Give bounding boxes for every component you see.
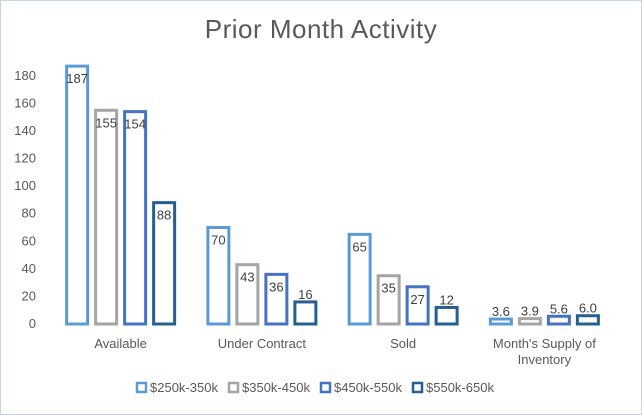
data-label: 155 bbox=[95, 115, 117, 130]
category-label: Available bbox=[94, 336, 147, 351]
y-tick-label: 40 bbox=[22, 261, 36, 276]
data-label: 6.0 bbox=[579, 301, 597, 316]
bar bbox=[264, 272, 289, 326]
data-label: 27 bbox=[410, 292, 424, 307]
bar bbox=[152, 201, 177, 326]
bar bbox=[123, 110, 148, 326]
data-label: 16 bbox=[298, 287, 312, 302]
chart-title: Prior Month Activity bbox=[204, 14, 438, 44]
legend-swatch bbox=[319, 381, 332, 394]
legend-label: $250k-350k bbox=[150, 380, 218, 395]
bar bbox=[488, 317, 513, 326]
category-label: Sold bbox=[390, 336, 416, 351]
data-label: 43 bbox=[240, 270, 254, 285]
data-label: 70 bbox=[211, 232, 225, 247]
bar bbox=[434, 305, 459, 326]
bar bbox=[94, 108, 119, 326]
legend-label: $350k-450k bbox=[242, 380, 310, 395]
data-label: 12 bbox=[439, 292, 453, 307]
y-tick-label: 20 bbox=[22, 288, 36, 303]
legend-swatch bbox=[227, 381, 240, 394]
y-tick-label: 180 bbox=[14, 68, 36, 83]
category-label: Month's Supply of bbox=[493, 336, 596, 351]
data-label: 88 bbox=[157, 208, 171, 223]
legend-label: $550k-650k bbox=[426, 380, 494, 395]
y-tick-label: 160 bbox=[14, 95, 36, 110]
legend-swatch bbox=[135, 381, 148, 394]
data-label: 65 bbox=[352, 239, 366, 254]
y-tick-label: 0 bbox=[29, 316, 36, 331]
bar bbox=[293, 300, 318, 326]
bar bbox=[546, 314, 571, 326]
data-label: 3.9 bbox=[521, 304, 539, 319]
y-tick-label: 80 bbox=[22, 206, 36, 221]
data-label: 36 bbox=[269, 279, 283, 294]
bar bbox=[575, 314, 600, 326]
y-tick-label: 140 bbox=[14, 123, 36, 138]
data-label: 3.6 bbox=[492, 304, 510, 319]
data-label: 5.6 bbox=[550, 301, 568, 316]
bar bbox=[376, 274, 401, 326]
category-label: Under Contract bbox=[218, 336, 307, 351]
data-label: 187 bbox=[66, 71, 88, 86]
bar bbox=[405, 285, 430, 326]
legend-swatch bbox=[411, 381, 424, 394]
category-label: Inventory bbox=[518, 352, 572, 367]
legend-label: $450k-550k bbox=[334, 380, 402, 395]
bar bbox=[206, 225, 231, 326]
y-tick-label: 100 bbox=[14, 178, 36, 193]
bar bbox=[347, 232, 372, 326]
y-tick-label: 120 bbox=[14, 151, 36, 166]
bar bbox=[235, 263, 260, 326]
data-label: 35 bbox=[381, 281, 395, 296]
y-tick-label: 60 bbox=[22, 233, 36, 248]
bar bbox=[65, 64, 90, 326]
bar bbox=[517, 317, 542, 326]
data-label: 154 bbox=[124, 117, 146, 132]
